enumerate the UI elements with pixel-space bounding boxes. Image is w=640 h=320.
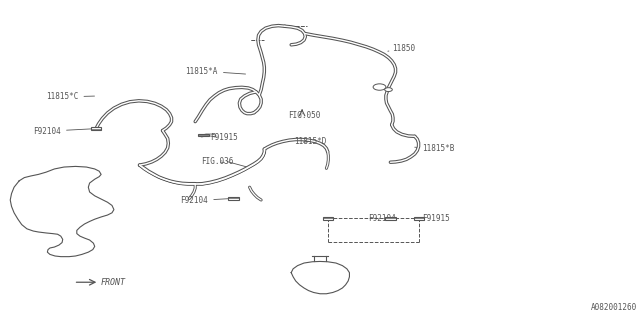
Bar — [198, 134, 209, 136]
Text: FIG.050: FIG.050 — [288, 111, 321, 120]
Text: FIG.036: FIG.036 — [202, 157, 234, 166]
Bar — [323, 217, 333, 220]
Bar — [91, 127, 101, 130]
Text: F92104: F92104 — [180, 196, 231, 205]
Text: FRONT: FRONT — [101, 278, 126, 287]
Circle shape — [385, 88, 392, 92]
Bar — [385, 217, 396, 220]
Bar — [228, 197, 239, 200]
Text: 11850: 11850 — [388, 44, 415, 53]
Text: 11815*C: 11815*C — [46, 92, 95, 101]
Text: 11815*B: 11815*B — [415, 144, 455, 153]
Text: 11815*A: 11815*A — [186, 67, 246, 76]
Text: 11815*D: 11815*D — [294, 137, 327, 146]
Text: F91915: F91915 — [419, 214, 450, 223]
Circle shape — [373, 84, 386, 90]
Bar — [414, 217, 424, 220]
Text: F91915: F91915 — [204, 133, 237, 142]
Text: A082001260: A082001260 — [591, 303, 637, 312]
Text: F92104: F92104 — [368, 214, 396, 223]
Text: F92104: F92104 — [33, 127, 93, 136]
